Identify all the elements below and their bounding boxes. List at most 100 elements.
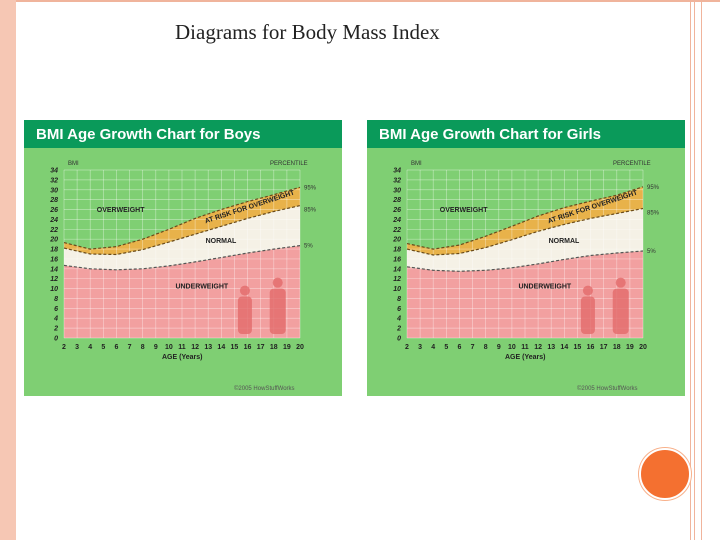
slide-frame-left: [0, 0, 16, 540]
girls-chart-x-tick-label: 5: [444, 344, 448, 351]
boys-chart-x-tick-label: 12: [191, 344, 199, 351]
boys-chart-x-tick-label: 7: [128, 344, 132, 351]
boys-chart-overweight-label: OVERWEIGHT: [97, 207, 145, 214]
boys-chart-x-tick-label: 3: [75, 344, 79, 351]
girls-chart-x-tick-label: 14: [560, 344, 568, 351]
boys-chart-silhouette-head: [272, 277, 283, 288]
girls-chart-silhouette-head: [582, 285, 593, 296]
girls-chart-x-tick-label: 16: [587, 344, 595, 351]
girls-chart-x-tick-label: 7: [471, 344, 475, 351]
girls-chart-overweight-label: OVERWEIGHT: [440, 207, 488, 214]
girls-chart-x-tick-label: 12: [534, 344, 542, 351]
boys-chart-x-tick-label: 6: [114, 344, 118, 351]
girls-chart-y-tick-label: 12: [393, 276, 401, 283]
boys-chart-x-tick-label: 5: [101, 344, 105, 351]
boys-chart-y-tick-label: 2: [53, 326, 58, 333]
girls-chart-x-tick-label: 4: [431, 344, 435, 351]
slide-frame-top: [16, 0, 720, 2]
girls-chart-header: [367, 120, 685, 148]
girls-chart-y-tick-label: 0: [397, 336, 401, 343]
boys-chart-y-tick-label: 34: [50, 168, 58, 175]
girls-chart-line-85: [406, 207, 644, 256]
boys-chart-x-tick-label: 2: [62, 344, 66, 351]
girls-chart-x-tick-label: 2: [405, 344, 409, 351]
girls-chart-y-axis-title: BMI: [411, 161, 422, 167]
girls-chart-normal-label: NORMAL: [549, 238, 580, 245]
boys-chart-y-tick-label: 0: [54, 336, 58, 343]
girls-chart-credit: ©2005 HowStuffWorks: [577, 385, 638, 392]
boys-chart-x-tick-label: 13: [204, 344, 212, 351]
boys-chart-y-tick-label: 22: [49, 227, 58, 234]
boys-bmi-chart-svg: BMI Age Growth Chart for Boys BMI PERCENTI…: [24, 120, 342, 396]
boys-chart-x-tick-label: 16: [244, 344, 252, 351]
slide-title: Diagrams for Body Mass Index: [175, 20, 440, 44]
boys-chart-y-axis-title: BMI: [68, 161, 79, 167]
boys-chart-x-tick-label: 9: [154, 344, 158, 351]
girls-chart-y-tick-label: 28: [392, 197, 401, 204]
boys-chart-x-tick-label: 18: [270, 344, 278, 351]
girls-bmi-chart: BMI Age Growth Chart for Girls BMI PERCENT…: [367, 120, 685, 396]
boys-chart-x-tick-label: 8: [141, 344, 145, 351]
boys-chart-y-tick-label: 4: [53, 316, 58, 323]
boys-chart-x-axis-label: AGE (Years): [162, 354, 202, 361]
girls-chart-y-tick-label: 2: [396, 326, 401, 333]
girls-chart-y-tick-label: 26: [392, 207, 401, 214]
girls-bmi-chart-svg: BMI Age Growth Chart for Girls BMI PERCENT…: [367, 120, 685, 396]
boys-chart-x-tick-label: 19: [283, 344, 291, 351]
girls-chart-silhouette-body: [612, 288, 629, 335]
girls-chart-y-tick-label: 6: [397, 306, 401, 313]
boys-chart-line-95: [63, 186, 301, 250]
boys-chart-y-tick-label: 20: [49, 237, 58, 244]
boys-chart-label-95: 95%: [304, 185, 317, 191]
boys-chart-y-tick-label: 16: [50, 256, 58, 263]
girls-chart-percentile-title: PERCENTILE: [613, 161, 651, 167]
boys-chart-x-tick-label: 10: [165, 344, 173, 351]
boys-chart-x-tick-label: 17: [257, 344, 265, 351]
boys-chart-percentile-title: PERCENTILE: [270, 161, 308, 167]
girls-chart-x-tick-label: 11: [521, 344, 529, 351]
girls-chart-x-tick-label: 8: [484, 344, 488, 351]
girls-chart-x-tick-label: 6: [457, 344, 461, 351]
boys-chart-x-tick-label: 20: [296, 344, 304, 351]
boys-bmi-chart: BMI Age Growth Chart for Boys BMI PERCENTI…: [24, 120, 342, 396]
girls-chart-y-tick-label: 4: [396, 316, 401, 323]
boys-chart-x-tick-label: 14: [217, 344, 225, 351]
boys-chart-header: [24, 120, 342, 148]
boys-chart-label-5: 5%: [304, 244, 313, 250]
boys-chart-y-tick-label: 26: [49, 207, 58, 214]
girls-chart-y-tick-label: 32: [393, 177, 401, 184]
girls-chart-y-tick-label: 8: [397, 296, 401, 303]
boys-chart-y-tick-label: 14: [50, 266, 58, 273]
boys-chart-y-tick-label: 24: [49, 217, 58, 224]
girls-chart-x-tick-label: 20: [639, 344, 647, 351]
girls-chart-underweight-label: UNDERWEIGHT: [518, 284, 571, 291]
slide-frame-right-line: [694, 0, 695, 540]
girls-chart-y-tick-label: 24: [392, 217, 401, 224]
boys-chart-title: BMI Age Growth Chart for Boys: [36, 126, 260, 143]
girls-chart-y-tick-label: 20: [392, 237, 401, 244]
girls-chart-title: BMI Age Growth Chart for Girls: [379, 126, 601, 143]
boys-chart-credit: ©2005 HowStuffWorks: [234, 385, 295, 392]
girls-chart-y-tick-label: 30: [393, 187, 401, 194]
girls-chart-y-tick-label: 16: [393, 256, 401, 263]
girls-chart-y-tick-label: 14: [393, 266, 401, 273]
girls-chart-label-95: 95%: [647, 185, 660, 191]
boys-chart-y-tick-label: 10: [50, 286, 58, 293]
girls-chart-silhouette-head: [615, 277, 626, 288]
girls-chart-y-tick-label: 34: [393, 168, 401, 175]
accent-circle: [639, 448, 691, 500]
boys-chart-y-tick-label: 12: [50, 276, 58, 283]
boys-chart-silhouette-body: [269, 288, 286, 335]
boys-chart-line-85: [63, 205, 301, 256]
girls-chart-x-tick-label: 15: [574, 344, 582, 351]
boys-chart-y-tick-label: 18: [50, 247, 58, 254]
slide-frame-right-line: [701, 0, 702, 540]
girls-chart-x-tick-label: 10: [508, 344, 516, 351]
girls-chart-label-85: 85%: [647, 211, 660, 217]
girls-chart-x-tick-label: 3: [418, 344, 422, 351]
boys-chart-silhouette-body: [237, 296, 252, 335]
girls-chart-y-tick-label: 18: [393, 247, 401, 254]
girls-chart-x-axis-label: AGE (Years): [505, 354, 545, 361]
girls-chart-x-tick-label: 13: [547, 344, 555, 351]
girls-chart-y-tick-label: 22: [392, 227, 401, 234]
